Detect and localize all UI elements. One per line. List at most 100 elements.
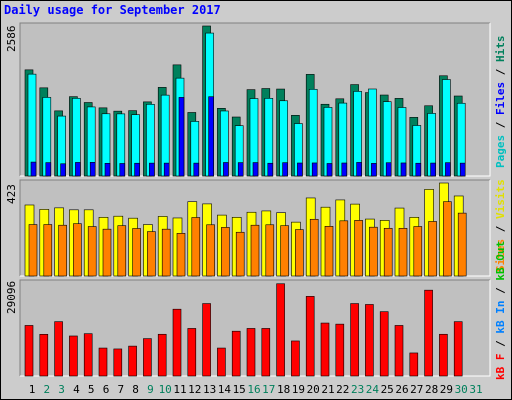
bar-sites-day-18 — [280, 225, 289, 277]
bar-kbf-day-7 — [113, 348, 123, 377]
bar-sites-day-4 — [73, 223, 82, 277]
bar-kbf-day-10 — [157, 333, 167, 377]
day-label-2: 2 — [43, 383, 50, 396]
bar-kbf-day-12 — [187, 328, 197, 377]
bar-pages-day-15 — [237, 162, 244, 177]
day-label-11: 11 — [173, 383, 186, 396]
bar-sites-day-11 — [176, 233, 186, 277]
bar-files-day-29 — [442, 79, 451, 177]
bar-pages-day-8 — [134, 162, 140, 177]
bar-sites-day-26 — [398, 227, 408, 277]
bar-sites-day-20 — [309, 218, 319, 277]
legend-hits: Hits — [494, 35, 507, 63]
day-label-22: 22 — [336, 383, 349, 396]
bar-pages-day-12 — [193, 162, 200, 177]
max-label-hits: 2586 — [5, 25, 18, 53]
bar-kbf-day-5 — [83, 333, 93, 377]
bar-pages-day-4 — [75, 162, 81, 177]
legend-pages: Pages — [494, 134, 507, 168]
day-label-26: 26 — [395, 383, 408, 396]
bar-kbf-day-29 — [439, 333, 448, 377]
bar-pages-day-19 — [297, 162, 303, 177]
bar-sites-day-17 — [265, 224, 275, 277]
bar-pages-day-1 — [30, 161, 37, 177]
bar-kbf-day-24 — [365, 304, 374, 377]
bar-pages-day-7 — [119, 163, 126, 177]
bar-sites-day-8 — [132, 228, 141, 277]
bar-sites-day-22 — [339, 220, 349, 277]
day-label-28: 28 — [425, 383, 438, 396]
day-label-15: 15 — [233, 383, 246, 396]
bar-pages-day-29 — [445, 162, 451, 177]
day-label-17: 17 — [262, 383, 275, 396]
bar-pages-day-16 — [252, 162, 259, 177]
bar-sites-day-28 — [428, 221, 437, 277]
bar-kbf-day-11 — [172, 308, 182, 377]
day-label-24: 24 — [366, 383, 380, 396]
day-label-23: 23 — [351, 383, 364, 396]
day-label-3: 3 — [58, 383, 65, 396]
bar-sites-day-5 — [87, 226, 97, 277]
bar-kbf-day-27 — [409, 352, 419, 377]
bar-kbf-day-6 — [98, 347, 108, 377]
day-label-13: 13 — [203, 383, 216, 396]
day-label-4: 4 — [73, 383, 80, 396]
bar-pages-day-13 — [208, 96, 214, 177]
bar-kbf-day-9 — [143, 338, 152, 377]
bar-pages-day-2 — [45, 162, 52, 177]
legend-sep: / — [494, 333, 507, 354]
bar-kbf-day-18 — [276, 283, 285, 377]
bar-pages-day-27 — [415, 162, 422, 177]
day-label-9: 9 — [147, 383, 154, 396]
bar-pages-day-25 — [385, 162, 392, 177]
chart-title: Daily usage for September 2017 — [4, 3, 221, 17]
bar-pages-day-17 — [267, 162, 274, 177]
bar-files-day-1 — [27, 73, 37, 177]
max-label-visits: 423 — [5, 184, 18, 204]
bar-kbf-day-16 — [246, 328, 256, 377]
bar-kbf-day-13 — [202, 303, 211, 377]
legend-kb-in: kB In — [494, 300, 507, 334]
bar-sites-day-3 — [58, 224, 67, 277]
plot-frame-shadow — [19, 22, 490, 176]
bar-pages-day-5 — [89, 162, 96, 177]
bar-sites-day-30 — [457, 212, 467, 277]
bar-pages-day-3 — [60, 163, 66, 177]
day-label-14: 14 — [218, 383, 232, 396]
bar-kbf-day-2 — [39, 334, 49, 377]
bar-kbf-day-19 — [291, 340, 300, 377]
day-label-27: 27 — [410, 383, 423, 396]
bar-kbf-day-25 — [379, 311, 389, 377]
bar-sites-day-1 — [28, 224, 38, 277]
legend-files: Files — [494, 81, 507, 115]
day-label-29: 29 — [440, 383, 453, 396]
bar-kbf-day-26 — [394, 325, 404, 377]
bar-pages-day-24 — [371, 163, 377, 177]
bar-kbf-day-30 — [453, 321, 463, 377]
bar-pages-day-9 — [149, 162, 155, 177]
bar-pages-day-14 — [223, 162, 229, 177]
bar-kbf-day-8 — [128, 345, 137, 377]
day-label-10: 10 — [159, 383, 172, 396]
bar-kbf-day-28 — [424, 289, 433, 377]
max-label-kbytes: 29096 — [5, 280, 18, 314]
day-label-20: 20 — [307, 383, 320, 396]
bar-pages-day-23 — [356, 162, 362, 177]
bar-sites-day-9 — [147, 231, 156, 277]
legend-kbytes: kB F / kB In / kB Out — [494, 241, 507, 380]
bar-pages-day-22 — [341, 162, 348, 177]
day-label-5: 5 — [88, 383, 95, 396]
bar-sites-day-21 — [324, 226, 334, 277]
bar-kbf-day-15 — [231, 330, 241, 377]
bar-pages-day-10 — [163, 162, 170, 177]
bar-kbf-day-14 — [217, 347, 226, 377]
bar-sites-day-6 — [102, 228, 112, 277]
bar-sites-day-24 — [369, 226, 378, 277]
bar-pages-day-18 — [282, 162, 288, 177]
plot-frame-shadow — [19, 279, 490, 376]
bar-sites-day-13 — [206, 224, 215, 277]
legend-visits: Visits — [494, 179, 507, 219]
bar-pages-day-11 — [178, 97, 185, 177]
legend-sep: / — [494, 280, 507, 301]
bar-sites-day-10 — [161, 228, 171, 277]
